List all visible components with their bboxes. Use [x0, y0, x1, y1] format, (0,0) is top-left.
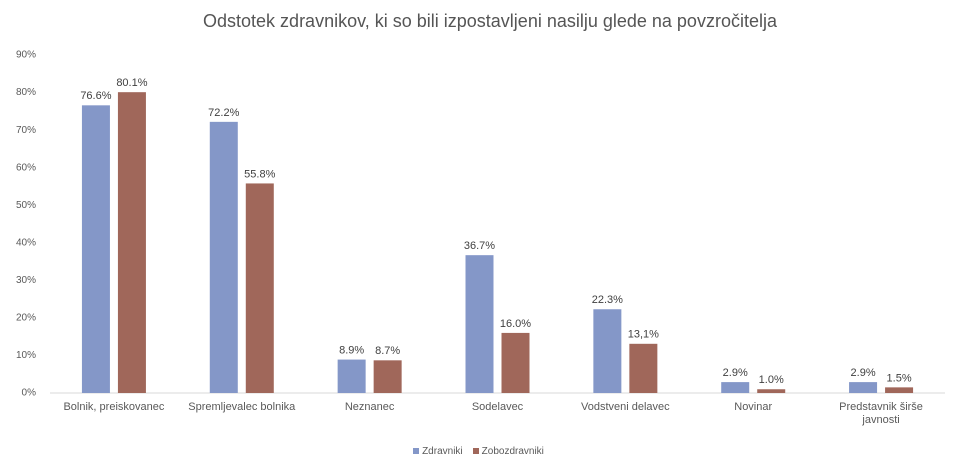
x-tick-label: Neznanec	[344, 401, 395, 413]
bar	[629, 343, 658, 393]
x-tick-label: Spremljevalec bolnika	[188, 401, 296, 413]
x-tick-label: Vodstveni delavec	[581, 401, 670, 413]
value-label: 72.2%	[208, 107, 239, 119]
bar	[885, 387, 914, 393]
y-tick-label: 20%	[16, 313, 36, 324]
bar	[721, 382, 750, 393]
legend-item: Zdravniki	[413, 446, 463, 457]
value-label: 2.9%	[851, 367, 876, 379]
bar	[245, 183, 274, 393]
value-label: 36.7%	[464, 240, 495, 252]
value-label: 55.8%	[244, 168, 275, 180]
bar	[593, 309, 622, 393]
legend-label: Zdravniki	[422, 446, 463, 457]
legend-item: Zobozdravniki	[472, 446, 544, 457]
chart-title: Odstotek zdravnikov, ki so bili izpostav…	[203, 11, 778, 31]
y-tick-label: 40%	[16, 237, 36, 248]
legend-label: Zobozdravniki	[481, 446, 544, 457]
value-label: 8.7%	[375, 345, 400, 357]
bar	[501, 332, 530, 393]
value-label: 16.0%	[500, 318, 531, 330]
value-label: 8.9%	[339, 344, 364, 356]
value-label: 1.5%	[887, 372, 912, 384]
x-tick-label: Sodelavec	[471, 401, 524, 413]
bar	[849, 382, 878, 393]
bar	[117, 92, 146, 394]
x-tick-label: Bolnik, preiskovanec	[63, 401, 165, 413]
legend-swatch	[472, 448, 479, 454]
y-tick-label: 10%	[16, 350, 36, 361]
value-label: 80.1%	[116, 77, 147, 89]
y-tick-label: 90%	[16, 50, 36, 61]
y-tick-label: 60%	[16, 162, 36, 173]
x-tick-label: Novinar	[734, 401, 773, 413]
value-label: 76.6%	[80, 90, 111, 102]
value-label: 13,1%	[628, 329, 659, 341]
bar	[209, 121, 238, 394]
value-label: 22.3%	[592, 294, 623, 306]
y-tick-label: 30%	[16, 275, 36, 286]
x-tick-label: Predstavnik širše javnosti	[839, 401, 923, 426]
y-tick-label: 0%	[22, 388, 37, 399]
bar	[81, 105, 110, 393]
y-tick-label: 80%	[16, 87, 36, 98]
legend-swatch	[413, 448, 420, 454]
y-tick-label: 50%	[16, 200, 36, 211]
bar	[757, 389, 786, 393]
value-label: 1.0%	[759, 374, 784, 386]
legend: Zdravniki Zobozdravniki	[0, 446, 957, 457]
bar	[373, 360, 402, 393]
bar	[337, 359, 366, 393]
bar	[465, 255, 494, 393]
y-tick-label: 70%	[16, 125, 36, 136]
value-label: 2.9%	[723, 367, 748, 379]
